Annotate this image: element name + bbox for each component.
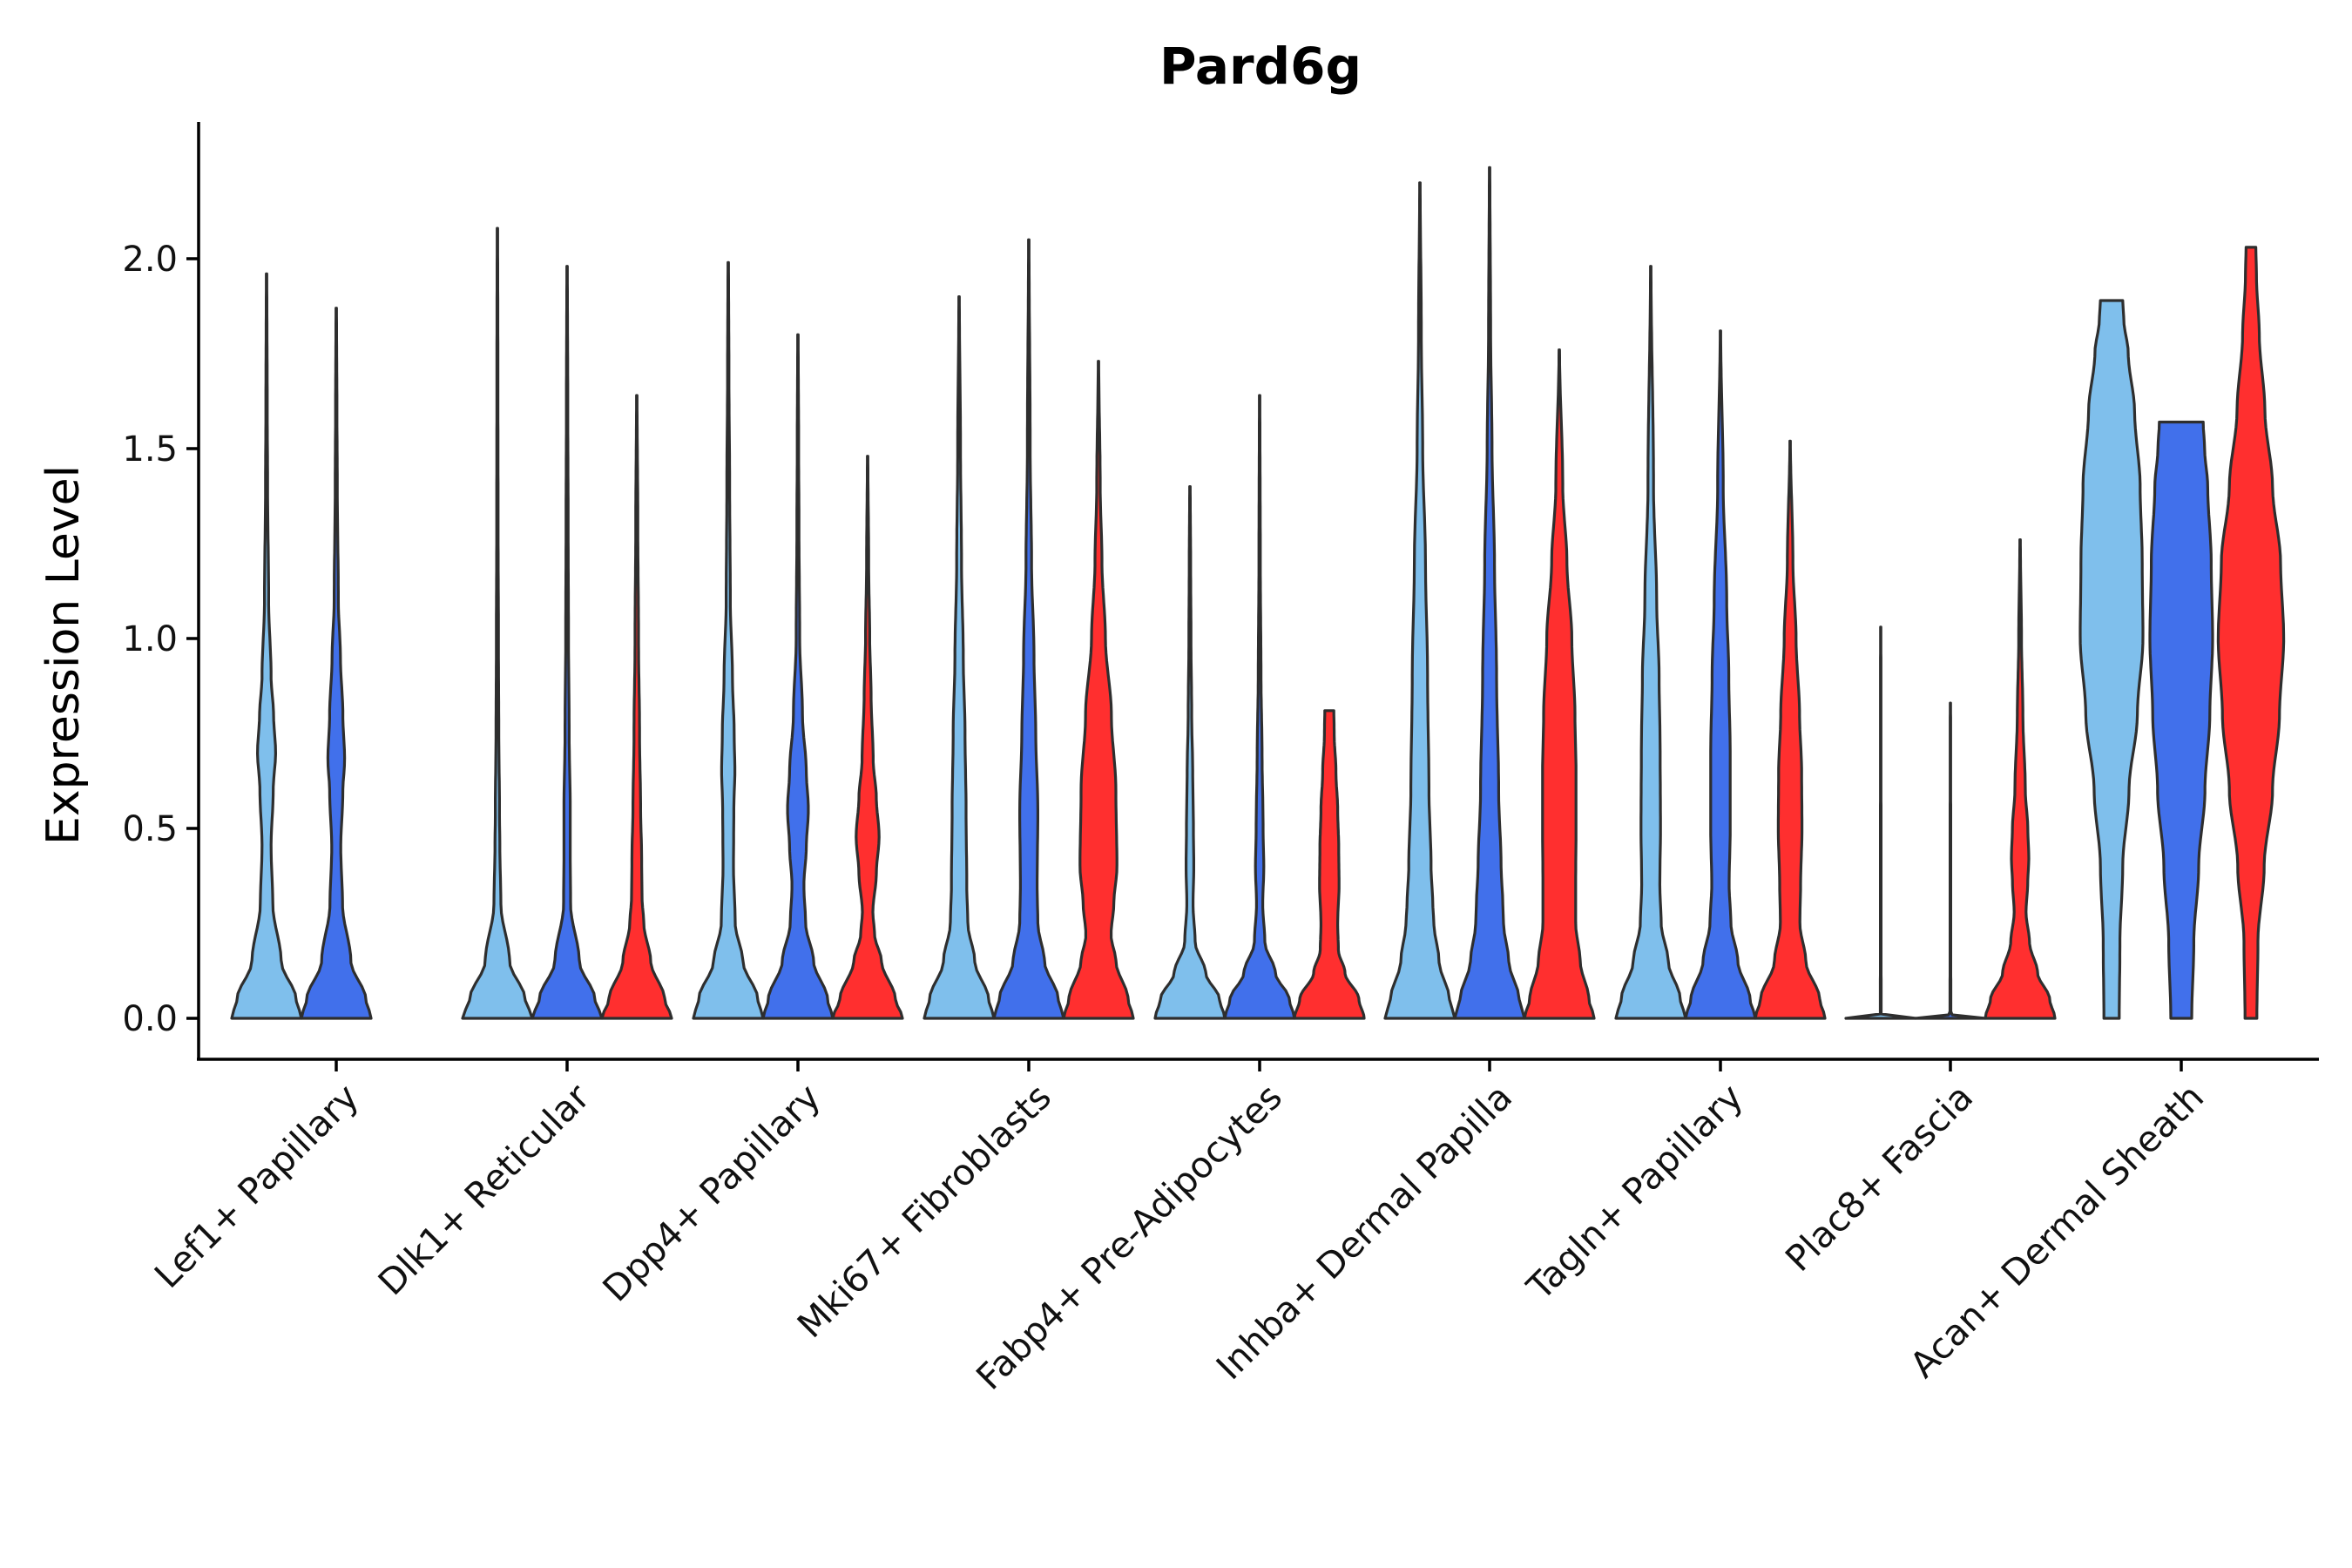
- violin-6-1: [1684, 329, 1757, 1020]
- violin-0-1: [300, 307, 373, 1020]
- violin-3-1: [992, 238, 1065, 1020]
- violin-4-1: [1223, 394, 1296, 1020]
- violin-3-0: [923, 295, 996, 1020]
- y-ticks: 0.0 0.5 1.0 1.5 2.0: [122, 240, 199, 1039]
- violin-1-0: [461, 226, 534, 1020]
- y-tick-label: 2.0: [122, 240, 178, 280]
- violin-5-1: [1453, 166, 1526, 1020]
- violin-2-1: [761, 333, 835, 1020]
- violin-4-0: [1153, 485, 1227, 1020]
- violin-group: [230, 166, 2286, 1020]
- violin-0-0: [230, 272, 303, 1020]
- violin-4-2: [1293, 709, 1366, 1020]
- violin-5-2: [1523, 348, 1596, 1020]
- chart-title: Pard6g: [1159, 37, 1362, 96]
- violin-3-2: [1062, 360, 1135, 1020]
- y-tick-label: 1.5: [122, 429, 178, 470]
- violin-5-0: [1383, 181, 1456, 1020]
- y-tick-label: 0.5: [122, 809, 178, 849]
- violin-1-1: [531, 265, 604, 1020]
- violin-2-2: [831, 455, 904, 1020]
- y-tick-label: 0.0: [122, 999, 178, 1039]
- violin-6-2: [1754, 439, 1827, 1020]
- axes: [197, 122, 2319, 1061]
- y-axis-label: Expression Level: [37, 465, 90, 845]
- violin-8-1: [2148, 420, 2214, 1020]
- violin-7-0: [1844, 625, 1917, 1020]
- violin-8-2: [2216, 246, 2286, 1020]
- y-tick-label: 1.0: [122, 619, 178, 659]
- violin-6-0: [1614, 265, 1687, 1020]
- violin-7-2: [1984, 538, 2057, 1020]
- violin-1-2: [600, 394, 673, 1020]
- violin-2-0: [692, 260, 765, 1020]
- violin-8-0: [2078, 299, 2145, 1020]
- violin-7-1: [1914, 701, 1987, 1020]
